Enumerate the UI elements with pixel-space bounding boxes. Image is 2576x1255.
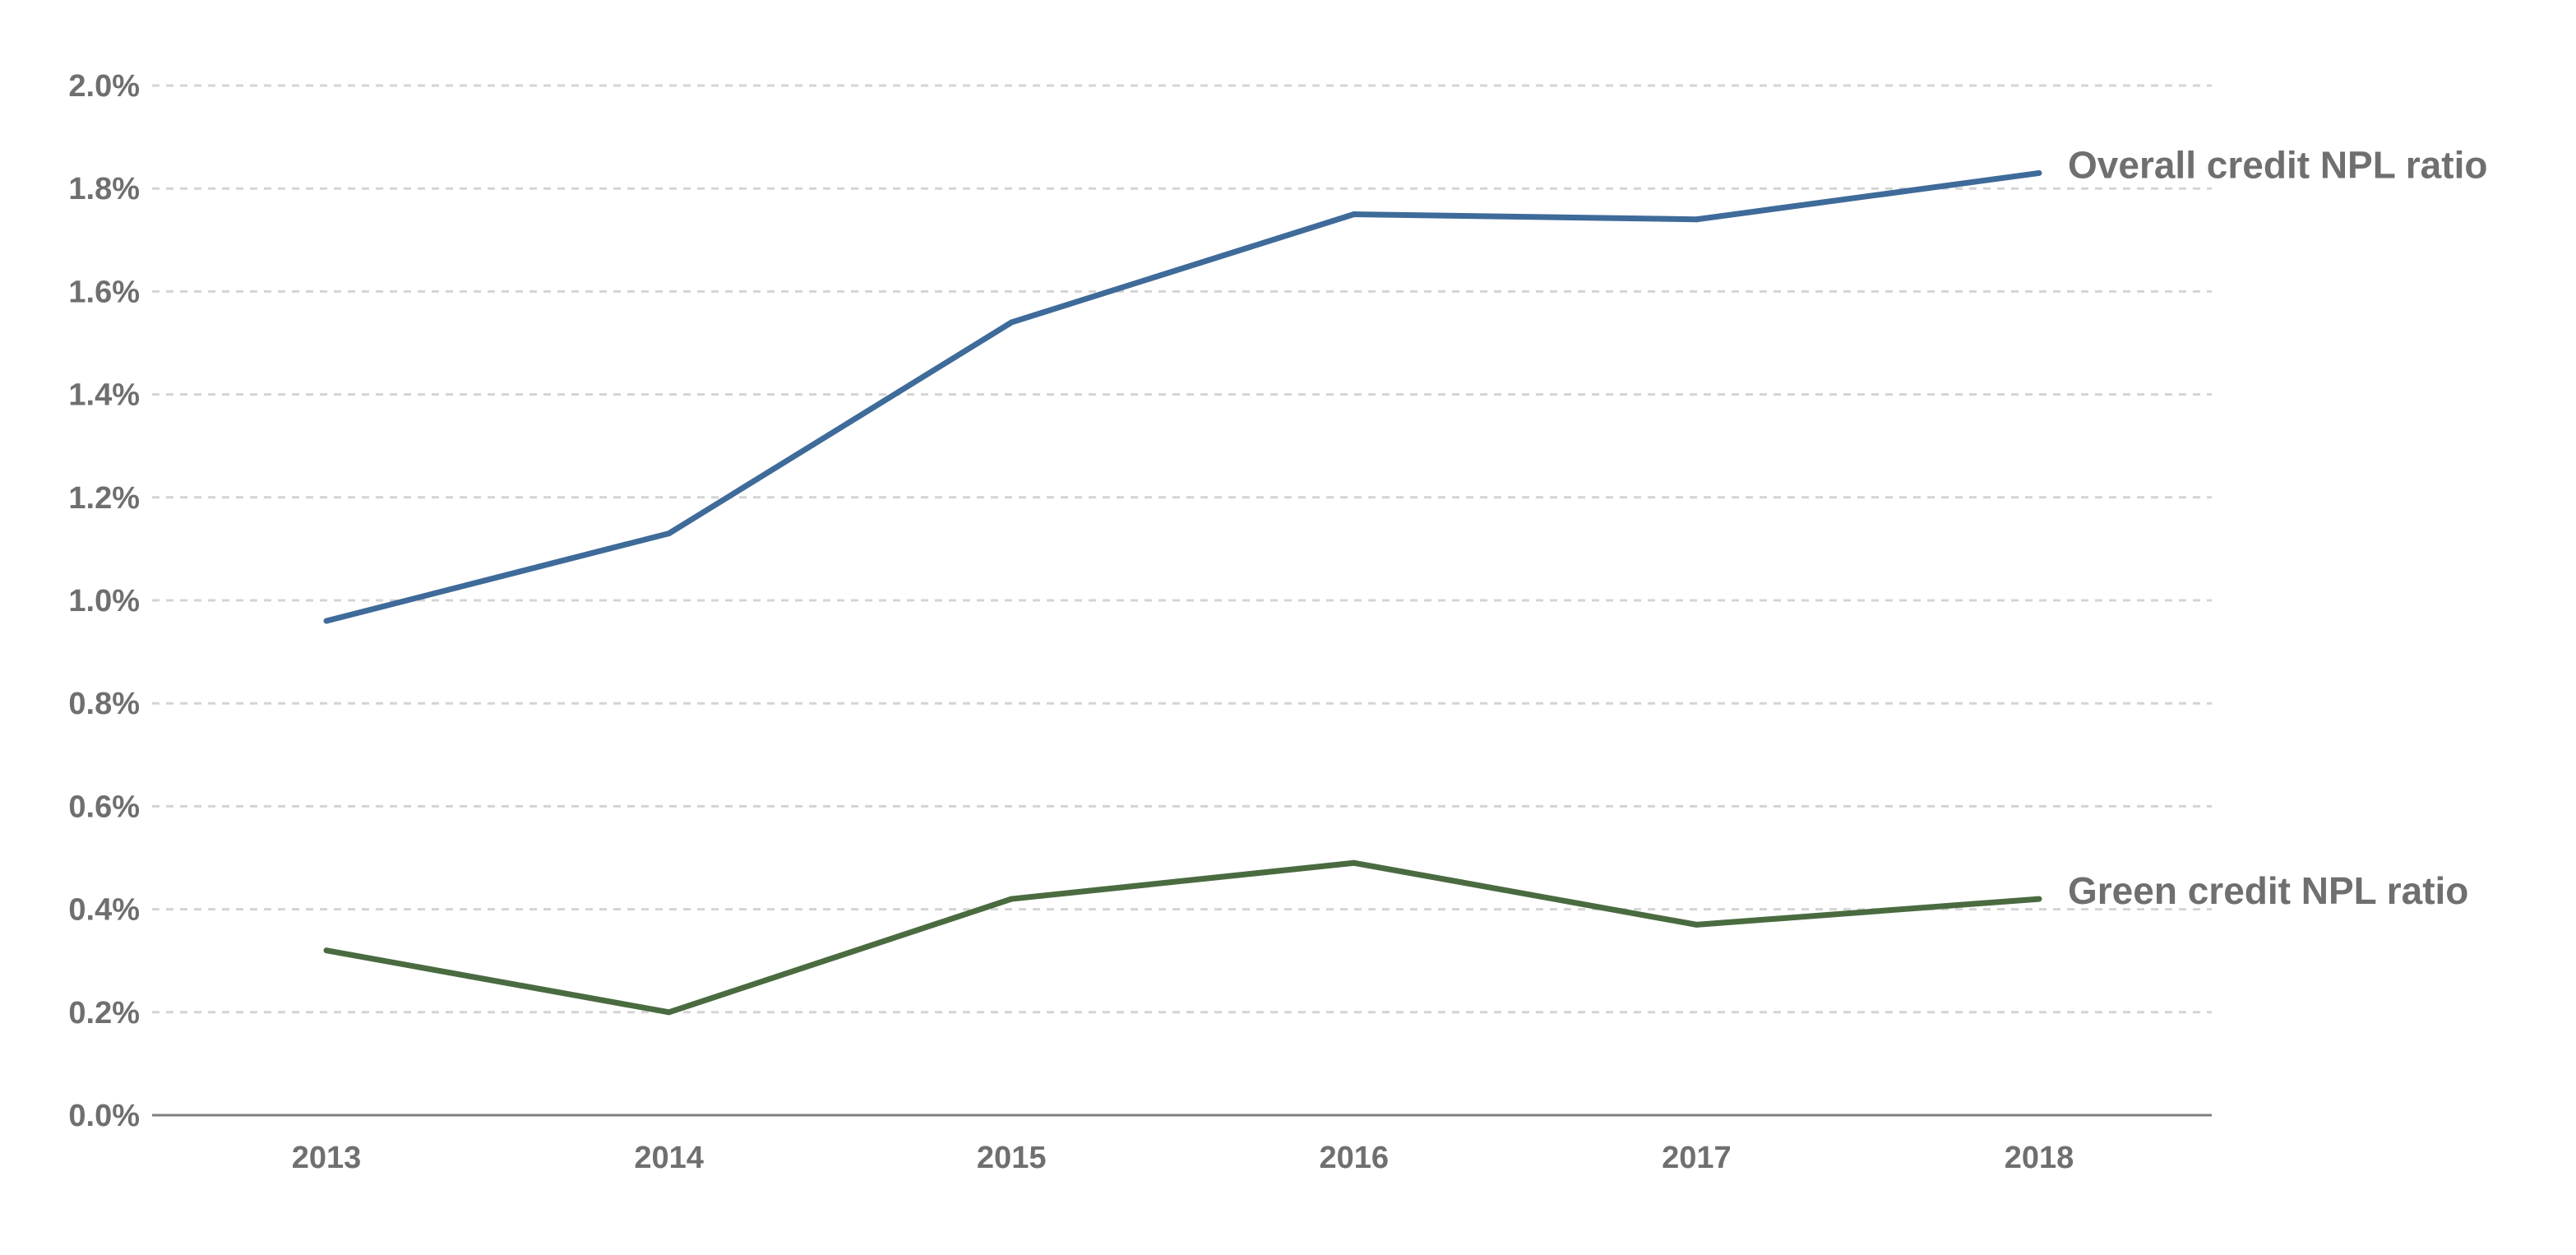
series-label: Overall credit NPL ratio <box>2068 143 2487 186</box>
x-tick-label: 2013 <box>292 1141 362 1175</box>
data-point <box>2036 896 2042 902</box>
data-point <box>323 618 330 624</box>
y-tick-label: 1.2% <box>68 481 140 516</box>
y-tick-label: 1.8% <box>68 172 140 206</box>
y-tick-label: 0.4% <box>68 893 140 928</box>
data-point <box>1351 211 1357 217</box>
series-lines <box>323 169 2042 1016</box>
data-point <box>1693 216 1700 223</box>
data-point <box>666 1009 673 1016</box>
data-point <box>2036 169 2042 176</box>
data-point <box>1693 921 1700 928</box>
data-point <box>666 530 673 537</box>
y-tick-label: 0.2% <box>68 996 140 1030</box>
gridlines <box>152 84 2212 1014</box>
y-tick-label: 2.0% <box>68 69 140 104</box>
x-tick-label: 2015 <box>977 1141 1047 1175</box>
y-axis-tick-labels: 0.0% 0.2% 0.4% 0.6% 0.8% 1.0% 1.2% 1.4% 1.6% 1.8%… <box>68 69 140 1133</box>
series-label: Green credit NPL ratio <box>2068 869 2468 912</box>
x-tick-label: 2016 <box>1320 1141 1390 1175</box>
x-tick-label: 2018 <box>2005 1141 2074 1175</box>
x-axis-tick-labels: 2013 2014 2015 2016 2017 2018 <box>292 1141 2074 1175</box>
y-tick-label: 0.8% <box>68 687 140 721</box>
x-tick-label: 2014 <box>634 1141 704 1175</box>
y-tick-label: 0.0% <box>68 1099 140 1133</box>
series-line-overall <box>326 169 2040 624</box>
series-labels: Overall credit NPL ratio Green credit NPL… <box>2068 143 2487 912</box>
data-point <box>323 947 330 954</box>
data-point <box>1351 859 1357 866</box>
y-tick-label: 1.6% <box>68 275 140 309</box>
data-point <box>1008 896 1015 902</box>
y-tick-label: 1.0% <box>68 584 140 618</box>
series-line-green <box>326 859 2040 1016</box>
x-tick-label: 2017 <box>1662 1141 1732 1175</box>
data-point <box>1008 319 1015 326</box>
y-tick-label: 1.4% <box>68 378 140 413</box>
y-tick-label: 0.6% <box>68 790 140 824</box>
